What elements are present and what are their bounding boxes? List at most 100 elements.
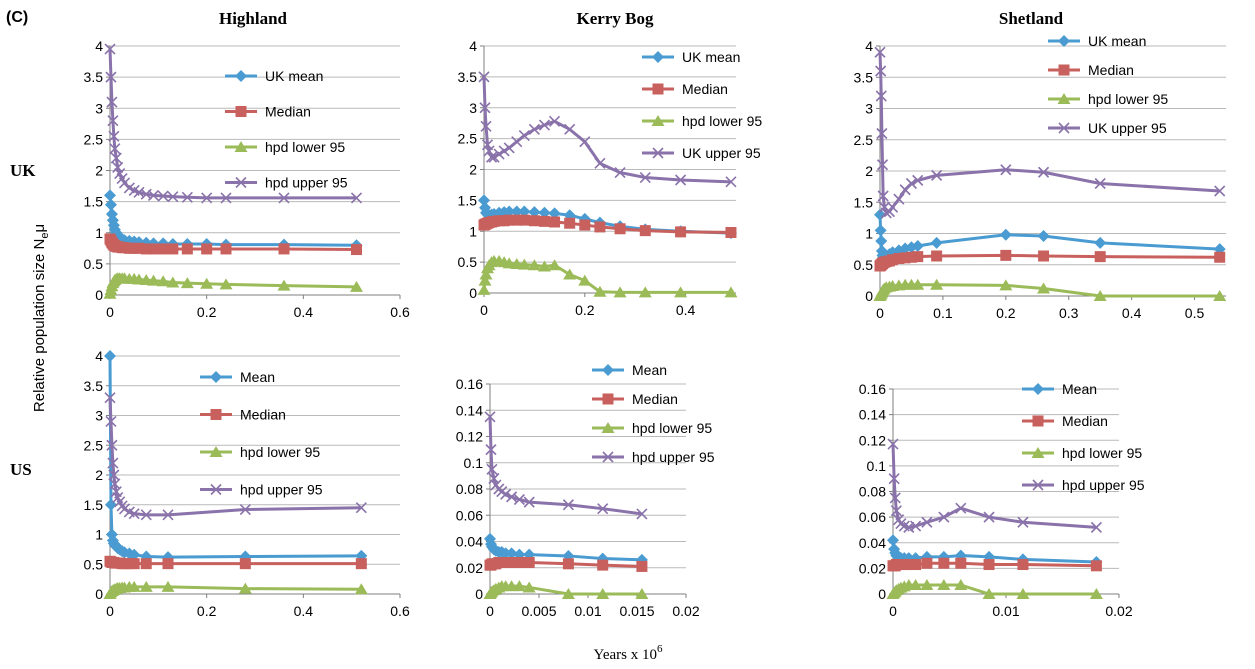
data-point [518, 214, 530, 226]
data-point [931, 169, 943, 181]
legend-item: Median [200, 407, 286, 423]
data-point [874, 208, 886, 221]
data-point [1213, 290, 1227, 301]
data-point [107, 115, 119, 127]
legend-label: UK mean [265, 68, 323, 84]
x-tick-label: 0.2 [996, 305, 1016, 321]
data-point [478, 71, 490, 83]
y-tick-label: 3.5 [84, 69, 104, 85]
data-point [140, 509, 152, 521]
y-tick-label: 3 [95, 408, 103, 424]
data-point [887, 534, 899, 547]
x-tick-label: 0.5 [1185, 305, 1205, 321]
data-point [500, 488, 512, 500]
legend-marker [235, 176, 247, 189]
chart-panel-3: Shetland 0 0.5 1 1.5 2 2.5 3 3.5 4 0 0.1 0.2 0.3 0.4 0.… [854, 9, 1227, 321]
data-point [506, 557, 518, 568]
data-point [548, 259, 562, 271]
y-tick-label: 1 [95, 225, 103, 241]
x-tick-label: 0.2 [575, 302, 595, 318]
y-tick-label: 3.5 [458, 69, 478, 85]
data-point [1090, 521, 1102, 533]
data-point [133, 186, 145, 198]
legend-label: hpd upper 95 [240, 482, 323, 498]
data-point [528, 215, 540, 227]
data-point [128, 558, 140, 570]
data-point [503, 142, 515, 154]
data-point [893, 253, 905, 264]
data-point [106, 439, 118, 451]
data-point [564, 123, 576, 135]
data-point [931, 250, 943, 262]
y-tick-label: 0 [865, 288, 873, 304]
row-label-us: US [10, 460, 32, 479]
series-4 [104, 392, 367, 521]
data-point [1037, 166, 1050, 178]
data-point [106, 96, 118, 108]
data-point [538, 206, 551, 219]
data-point [512, 580, 526, 592]
legend: UK mean Median hpd lower 95 hpd upper 95 [225, 68, 348, 191]
data-point [874, 224, 887, 237]
x-tick-label: 0 [106, 304, 114, 320]
data-point [1094, 177, 1106, 190]
y-tick-label: 0 [469, 285, 477, 301]
data-point [876, 127, 888, 140]
legend-label: hpd lower 95 [1062, 445, 1142, 461]
x-axis-title: Years x 106 [594, 643, 663, 663]
y-tick-label: 2 [865, 163, 873, 179]
legend-label: Median [240, 407, 286, 423]
data-point [910, 559, 922, 571]
data-point [147, 189, 160, 201]
chart-panel-2: Kerry Bog 0 0.5 1 1.5 2 2.5 3 3.5 4 0 0.2 0.4 UK mean… [458, 9, 763, 318]
data-point [148, 243, 159, 255]
y-tick-label: 1.5 [84, 194, 104, 210]
panel-title: Kerry Bog [577, 9, 654, 28]
data-point [538, 215, 550, 227]
data-point [503, 214, 515, 226]
x-tick-label: 0 [876, 305, 884, 321]
y-tick-label: 2.5 [458, 131, 478, 147]
y-tick-label: 0.14 [456, 402, 483, 418]
data-point [877, 190, 889, 202]
data-point [238, 582, 252, 594]
data-point [505, 491, 518, 503]
legend-item: hpd lower 95 [200, 444, 320, 460]
data-point [350, 192, 363, 204]
legend-item: hpd upper 95 [200, 482, 323, 498]
data-point [1037, 282, 1051, 294]
y-tick-label: 4 [469, 38, 477, 54]
data-point [875, 90, 887, 102]
x-tick-label: 0.1 [933, 305, 953, 321]
series-1 [104, 350, 368, 564]
data-point [484, 411, 496, 423]
data-point [887, 438, 899, 450]
legend-item: UK upper 95 [1048, 120, 1167, 136]
y-tick-label: 2.5 [84, 437, 104, 453]
data-point [596, 588, 610, 599]
legend-marker [235, 106, 247, 117]
data-point [354, 583, 368, 595]
data-point [485, 151, 498, 163]
data-point [167, 243, 179, 255]
x-tick-label: 0.015 [619, 603, 654, 619]
legend-marker [602, 393, 614, 405]
data-point [903, 559, 915, 571]
data-point [1038, 250, 1050, 262]
series-2 [887, 557, 1102, 572]
legend-label: Mean [632, 362, 667, 378]
y-tick-label: 1.5 [84, 497, 104, 513]
y-tick-label: 1 [865, 226, 873, 242]
data-point [562, 558, 574, 570]
data-point [518, 205, 531, 218]
data-point [157, 190, 169, 202]
y-tick-label: 2.5 [854, 132, 874, 148]
y-tick-label: 4 [95, 348, 103, 364]
data-point [485, 444, 497, 456]
legend-item: hpd upper 95 [1022, 477, 1145, 493]
data-point [982, 588, 996, 599]
data-point [510, 205, 523, 218]
chart-panel-5: 0 0.02 0.04 0.06 0.08 0.1 0.12 0.14 0.16 0 0.005 0.… [456, 362, 715, 619]
data-point [614, 223, 626, 235]
